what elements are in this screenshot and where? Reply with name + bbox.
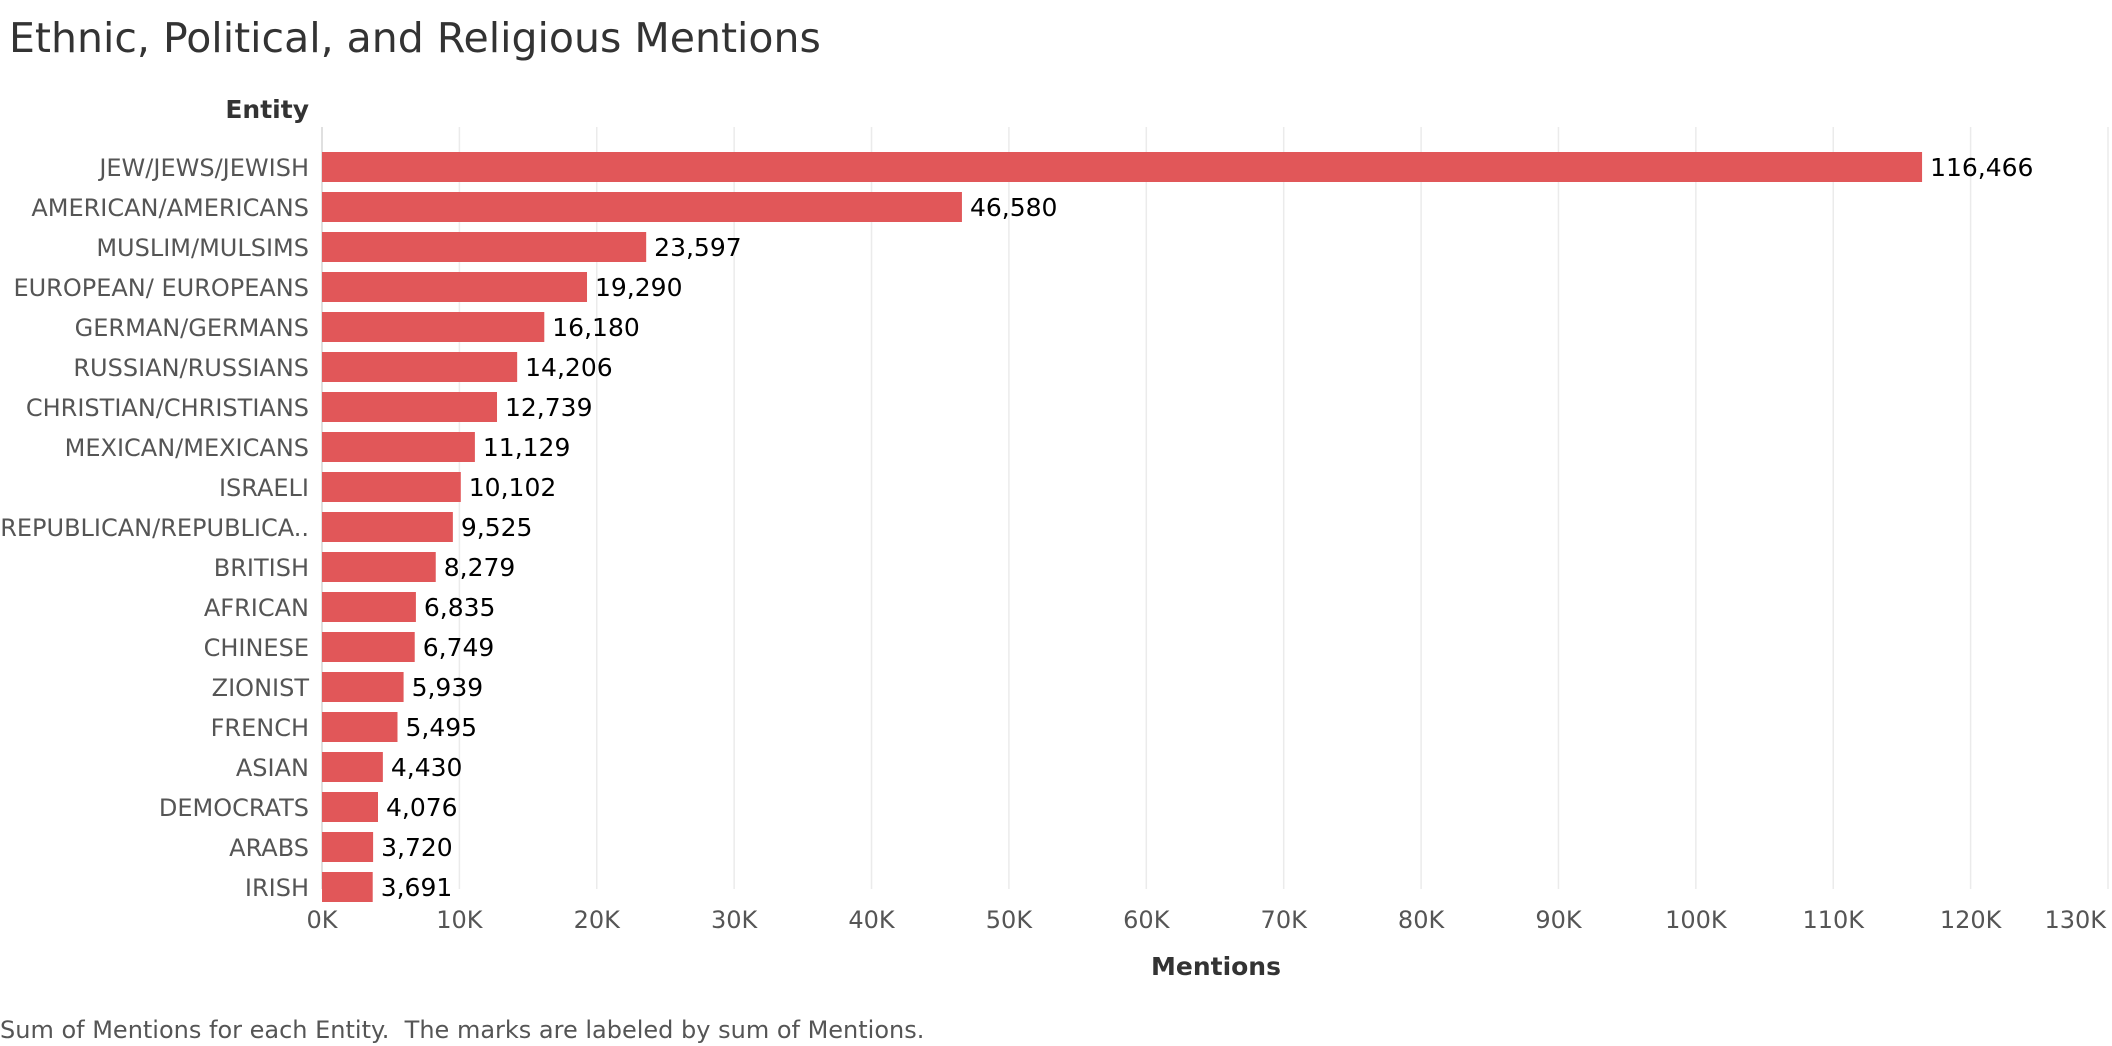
bar [322,192,962,222]
bar [322,712,398,742]
x-tick-label: 130K [2044,906,2107,934]
bar-value-label: 6,835 [424,593,496,622]
bar [322,832,374,862]
bar-value-label: 11,129 [483,433,570,462]
x-tick-label: 10K [436,906,484,934]
bar [322,632,415,662]
y-axis-title: Entity [225,95,309,124]
category-label: ISRAELI [219,474,309,502]
category-label: CHINESE [204,634,309,662]
bar [322,592,416,622]
chart-title: Ethnic, Political, and Religious Mention… [9,14,821,62]
category-label: GERMAN/GERMANS [75,314,309,342]
bar [322,392,498,422]
category-label: BRITISH [214,554,309,582]
footnote: Sum of Mentions for each Entity. The mar… [0,1016,925,1044]
bar-value-label: 4,076 [386,793,458,822]
x-axis-title: Mentions [1151,952,1281,981]
bar-value-label: 19,290 [595,273,682,302]
bar-value-label: 10,102 [469,473,556,502]
bar-value-label: 46,580 [970,193,1057,222]
x-tick-label: 30K [711,906,759,934]
bar [322,312,545,342]
bar [322,272,588,302]
category-label: REPUBLICAN/REPUBLICA.. [0,514,309,542]
category-label: RUSSIAN/RUSSIANS [73,354,309,382]
category-label: IRISH [245,874,309,902]
bar-value-label: 3,691 [381,873,453,902]
category-label: AFRICAN [204,594,309,622]
x-tick-label: 120K [1940,906,2003,934]
bar [322,432,475,462]
bar-value-label: 5,495 [405,713,477,742]
category-label: AMERICAN/AMERICANS [31,194,309,222]
x-tick-label: 0K [306,906,338,934]
category-label: ARABS [229,834,309,862]
value-labels: 116,466 46,580 23,597 19,290 16,180 14,206 12,… [381,153,2034,902]
x-tick-label: 50K [986,906,1034,934]
bar [322,752,383,782]
bars [322,152,1923,902]
x-tick-label: 40K [848,906,896,934]
bar [322,552,436,582]
bar-value-label: 3,720 [381,833,453,862]
bar [322,352,518,382]
bar [322,512,453,542]
category-label: JEW/JEWS/JEWISH [97,154,309,182]
bar-value-label: 116,466 [1930,153,2033,182]
category-label: ZIONIST [212,674,310,702]
bar-value-label: 5,939 [412,673,484,702]
x-tick-label: 60K [1123,906,1171,934]
category-label: DEMOCRATS [159,794,309,822]
x-tick-label: 20K [574,906,622,934]
category-label: ASIAN [236,754,309,782]
x-tick-label: 90K [1535,906,1583,934]
bar [322,232,647,262]
x-tick-label: 70K [1261,906,1309,934]
bar-value-label: 4,430 [391,753,463,782]
x-tick-label: 80K [1398,906,1446,934]
bar [322,152,1923,182]
bar [322,872,373,902]
bar-value-label: 14,206 [525,353,612,382]
bar-value-label: 8,279 [444,553,516,582]
bar [322,672,404,702]
bar-value-label: 12,739 [505,393,592,422]
x-tick-label: 110K [1802,906,1865,934]
category-labels: JEW/JEWS/JEWISH AMERICAN/AMERICANS MUSLIM/… [0,154,309,902]
bar-value-label: 16,180 [552,313,639,342]
category-label: MEXICAN/MEXICANS [65,434,309,462]
bar [322,472,461,502]
bar-value-label: 23,597 [654,233,741,262]
bar [322,792,378,822]
category-label: FRENCH [211,714,309,742]
bar-value-label: 6,749 [423,633,495,662]
bar-value-label: 9,525 [461,513,533,542]
category-label: EUROPEAN/ EUROPEANS [13,274,309,302]
x-axis-ticks: 0K 10K 20K 30K 40K 50K 60K 70K 80K 90K 100K 110K 120… [306,906,2107,934]
category-label: CHRISTIAN/CHRISTIANS [26,394,309,422]
category-label: MUSLIM/MULSIMS [96,234,309,262]
x-tick-label: 100K [1665,906,1728,934]
